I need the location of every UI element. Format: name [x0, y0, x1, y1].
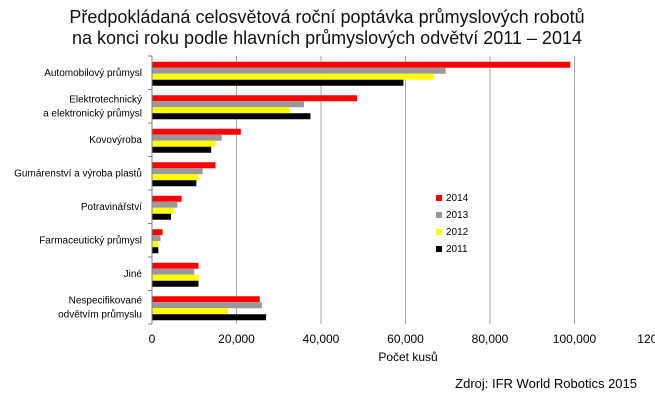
category-label: Elektrotechnický: [69, 94, 142, 105]
bar-2014: [152, 162, 216, 169]
bar-2014: [152, 262, 199, 269]
bar-2013: [152, 302, 262, 309]
bar-2014: [152, 296, 260, 303]
x-tick-label: 100,000: [553, 332, 597, 346]
legend-label: 2014: [446, 193, 469, 204]
y-axis: [148, 55, 153, 325]
bar-2011: [152, 247, 159, 254]
category-label: Farmaceutický průmysl: [39, 234, 142, 246]
legend-swatch: [436, 195, 442, 201]
bar-2011: [152, 146, 212, 153]
bar-2014: [152, 61, 571, 68]
bar-2013: [152, 201, 178, 208]
legend-swatch: [436, 246, 442, 252]
bar-2011: [152, 213, 172, 220]
x-tick-label: 0: [149, 332, 156, 346]
category-label: Gumárenství a výroba plastů: [14, 167, 142, 179]
bar-2013: [152, 101, 305, 108]
bar-2012: [152, 107, 290, 114]
bar-2011: [152, 79, 404, 86]
category-label: a elektronický průmysl: [43, 107, 142, 119]
bars: [152, 61, 571, 321]
bar-2012: [152, 140, 216, 147]
bar-2014: [152, 95, 357, 102]
legend: 2014 2013 2012 2011: [428, 188, 484, 259]
bar-2012: [152, 207, 174, 214]
bar-2013: [152, 268, 195, 275]
bar-2013: [152, 168, 203, 175]
bar-2014: [152, 195, 182, 202]
legend-label: 2013: [446, 210, 469, 221]
bar-2011: [152, 180, 197, 187]
bar-2012: [152, 241, 159, 248]
bar-2011: [152, 280, 199, 287]
bar-2013: [152, 235, 161, 242]
bar-2012: [152, 274, 199, 281]
category-label: Jiné: [124, 269, 143, 280]
bar-2011: [152, 314, 267, 321]
legend-swatch: [436, 229, 442, 235]
x-tick-label: 60,000: [387, 332, 424, 346]
x-tick-label: 120,000: [637, 332, 655, 346]
x-tick-label: 40,000: [303, 332, 340, 346]
bar-2012: [152, 174, 199, 181]
bar-2014: [152, 229, 163, 236]
legend-label: 2011: [446, 244, 468, 255]
bar-2011: [152, 113, 311, 120]
category-label: Potravinářství: [81, 202, 142, 213]
legend-label: 2012: [446, 227, 469, 238]
legend-swatch: [436, 212, 442, 218]
x-tick-label: 20,000: [218, 332, 255, 346]
chart-title: Předpokládaná celosvětová roční poptávka…: [69, 7, 584, 48]
title-line: na konci roku podle hlavních průmyslovýc…: [72, 28, 582, 48]
category-label: odvětvím průmyslu: [58, 308, 142, 320]
category-labels: Automobilový průmysl Elektrotechnický a el…: [14, 67, 142, 321]
title-line: Předpokládaná celosvětová roční poptávka…: [69, 7, 584, 27]
bar-2013: [152, 67, 446, 74]
category-label: Kovovýroba: [89, 135, 142, 146]
source-note: Zdroj: IFR World Robotics 2015: [455, 376, 637, 391]
category-label: Automobilový průmysl: [44, 67, 142, 79]
x-axis-title: Počet kusů: [378, 350, 437, 364]
category-label: Nespecifikované: [69, 295, 143, 306]
x-tick-label: 80,000: [472, 332, 509, 346]
bar-2013: [152, 134, 222, 141]
x-tick-labels: 0 20,000 40,000 60,000 80,000 100,000 120,000: [149, 332, 655, 346]
bar-2012: [152, 308, 229, 315]
bar-2012: [152, 73, 433, 80]
bar-2014: [152, 128, 241, 135]
